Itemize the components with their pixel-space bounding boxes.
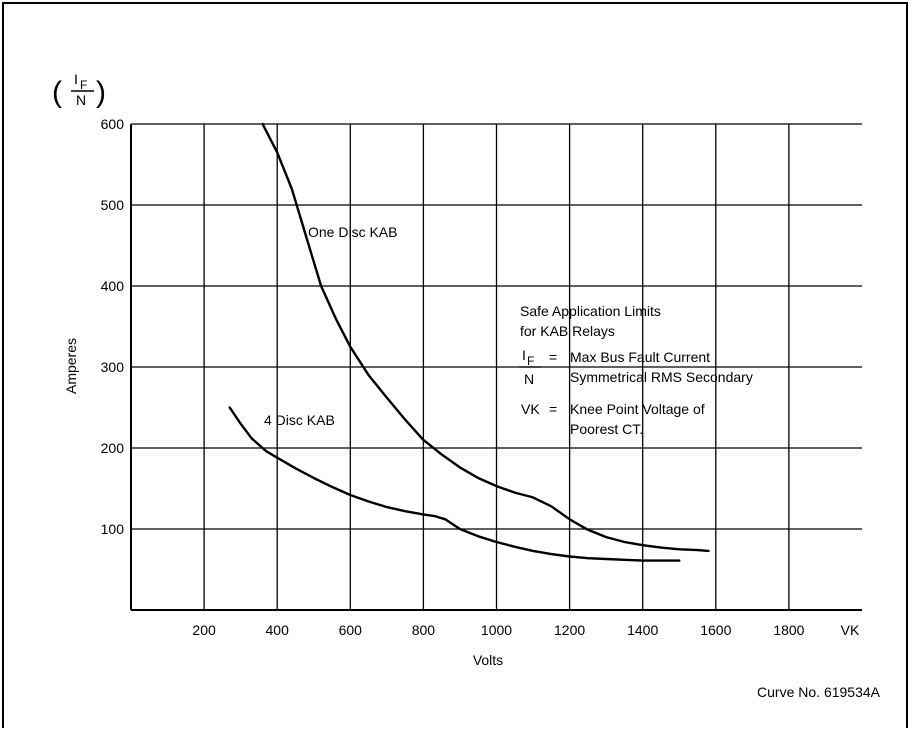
y-fraction-right-paren: )	[96, 76, 106, 109]
y-fraction-denominator: N	[76, 92, 86, 108]
def1-equals: =	[549, 349, 557, 365]
y-tick-label: 200	[101, 440, 125, 456]
x-tick-label: 600	[339, 622, 363, 638]
annotation-line1: Safe Application Limits	[520, 303, 661, 319]
def2-equals: =	[549, 401, 557, 417]
series-line-one-disc-kab	[261, 122, 710, 553]
series-line-four-disc-kab	[228, 406, 681, 562]
y-tick-label: 400	[101, 278, 125, 294]
x-axis-end-label: VK	[841, 622, 860, 638]
tick-labels: 200 400 600 800 1000 1200 1400 1600 1800 VK 100 200…	[101, 116, 860, 638]
x-tick-label: 800	[412, 622, 436, 638]
series-label-four-disc: 4 Disc KAB	[264, 412, 335, 428]
def2-text2: Poorest CT.	[570, 421, 643, 437]
x-tick-label: 1800	[773, 622, 804, 638]
def1-symbol-num: I	[522, 347, 526, 363]
grid	[130, 123, 862, 611]
x-axis-label: Volts	[473, 652, 503, 668]
annotation-line2: for KAB Relays	[520, 323, 615, 339]
y-tick-label: 100	[101, 521, 125, 537]
def2-symbol: VK	[521, 401, 540, 417]
y-tick-label: 600	[101, 116, 125, 132]
curve-number-footnote: Curve No. 619534A	[757, 684, 881, 700]
def1-text2: Symmetrical RMS Secondary	[570, 369, 753, 385]
x-tick-label: 1000	[481, 622, 512, 638]
y-fraction-label: ( I F N )	[52, 71, 106, 109]
def1-text1: Max Bus Fault Current	[570, 349, 710, 365]
x-tick-label: 1200	[554, 622, 585, 638]
y-fraction-numerator: I	[74, 71, 78, 87]
x-tick-label: 200	[192, 622, 216, 638]
x-tick-label: 1600	[700, 622, 731, 638]
y-tick-label: 300	[101, 359, 125, 375]
annotation-block: Safe Application Limits for KAB Relays I…	[519, 303, 753, 437]
y-axis-label: Amperes	[63, 338, 79, 394]
x-tick-label: 1400	[627, 622, 658, 638]
y-fraction-left-paren: (	[52, 76, 62, 109]
series-label-one-disc: One Disc KAB	[308, 224, 397, 240]
series-lines	[228, 122, 710, 562]
def2-text1: Knee Point Voltage of	[570, 401, 705, 417]
def1-symbol-sub: F	[527, 354, 534, 368]
y-tick-label: 500	[101, 197, 125, 213]
def1-symbol-den: N	[524, 371, 534, 387]
y-fraction-numerator-sub: F	[80, 78, 87, 92]
x-tick-label: 400	[266, 622, 290, 638]
